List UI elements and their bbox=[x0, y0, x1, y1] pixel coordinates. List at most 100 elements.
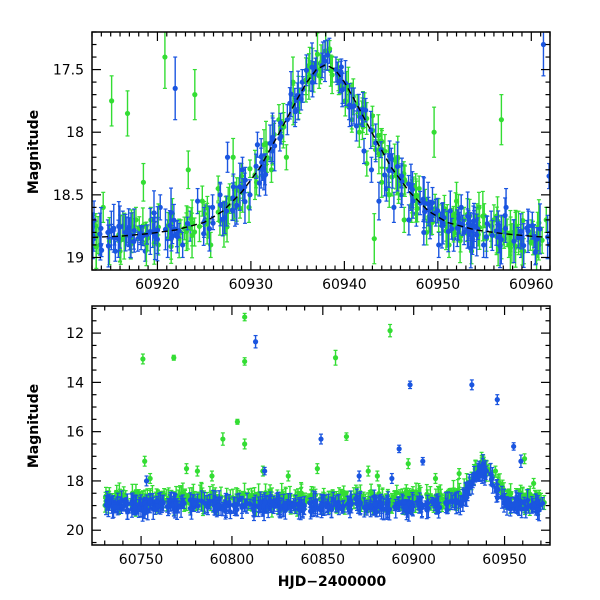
top-blue-dense-point bbox=[237, 162, 243, 211]
top-blue-dense-point-marker bbox=[515, 235, 521, 241]
top-blue-dense-point bbox=[471, 210, 477, 243]
top-blue-dense-point-marker bbox=[405, 181, 412, 187]
top-green-point bbox=[431, 106, 437, 158]
top-blue-dense-point bbox=[394, 141, 401, 192]
top-blue-dense-point-marker bbox=[111, 225, 117, 231]
top-blue-dense-point bbox=[454, 209, 460, 248]
top-green-point-marker bbox=[192, 92, 198, 98]
top-blue-dense-point-marker bbox=[174, 231, 180, 237]
top-blue-dense-point bbox=[116, 201, 122, 252]
bottom-plot-area bbox=[102, 312, 547, 522]
top-blue-dense-point bbox=[154, 217, 161, 262]
top-blue-point bbox=[254, 131, 261, 158]
top-blue-dense-point-marker bbox=[351, 103, 357, 109]
top-blue-dense-point-marker bbox=[322, 58, 328, 64]
top-blue-dense-point bbox=[537, 203, 543, 255]
bottom-green-band-point-marker bbox=[341, 489, 347, 495]
top-green-point-marker bbox=[124, 110, 131, 117]
top-blue-point-marker bbox=[376, 198, 382, 204]
top-green-point-marker bbox=[401, 217, 407, 223]
top-blue-point bbox=[391, 191, 397, 223]
bottom-green-band-point-marker bbox=[133, 489, 139, 495]
top-blue-dense-point-marker bbox=[154, 236, 161, 242]
top-green-point bbox=[185, 150, 191, 190]
top-blue-dense-point-marker bbox=[339, 87, 345, 93]
top-green-dense-point-marker bbox=[413, 194, 419, 200]
top-blue-dense-point-marker bbox=[271, 143, 278, 149]
top-blue-dense-point bbox=[258, 138, 264, 176]
top-axes: 60920 60930 60940 60950 60960 17.5 18 18.5 19 bbox=[53, 31, 554, 293]
top-blue-dense-point bbox=[124, 216, 130, 246]
top-green-dense-point bbox=[204, 202, 210, 245]
top-blue-dense-point-marker bbox=[116, 223, 122, 229]
top-y-tick-label: 18 bbox=[66, 125, 84, 141]
top-blue-dense-point bbox=[489, 219, 495, 252]
top-blue-point bbox=[247, 179, 253, 211]
top-blue-dense-point-marker bbox=[427, 216, 433, 223]
top-green-point-marker bbox=[431, 129, 437, 135]
top-blue-dense-point bbox=[223, 195, 230, 227]
top-blue-dense-point-marker bbox=[151, 210, 157, 216]
top-blue-point-marker bbox=[247, 192, 253, 198]
top-blue-dense-point-marker bbox=[171, 217, 177, 223]
top-panel: 60920 60930 60940 60950 60960 17.5 18 18.5 19 bbox=[53, 31, 554, 293]
top-green-point-marker bbox=[162, 54, 168, 60]
top-green-point bbox=[283, 144, 290, 171]
top-green-dense-point-marker bbox=[196, 223, 203, 230]
top-blue-point-marker bbox=[209, 204, 216, 210]
top-blue-dense-point bbox=[206, 205, 212, 252]
top-blue-dense-point-marker bbox=[217, 202, 223, 208]
top-blue-dense-point-marker bbox=[287, 100, 293, 106]
top-blue-dense-point bbox=[97, 212, 103, 256]
top-blue-dense-point bbox=[271, 120, 278, 172]
top-blue-point bbox=[376, 181, 382, 221]
top-green-point-marker bbox=[371, 236, 377, 242]
top-y-tick-label: 19 bbox=[66, 250, 84, 266]
top-blue-dense-point bbox=[439, 202, 445, 249]
top-green-point-marker bbox=[416, 185, 422, 192]
top-blue-dense-point-marker bbox=[303, 67, 310, 73]
top-blue-dense-point-marker bbox=[309, 64, 315, 70]
top-blue-dense-point-marker bbox=[484, 221, 490, 227]
top-blue-dense-point-marker bbox=[325, 52, 331, 58]
top-blue-dense-point-marker bbox=[147, 228, 153, 235]
top-blue-dense-point-marker bbox=[267, 140, 273, 146]
top-blue-point-marker bbox=[421, 229, 427, 236]
top-blue-point-marker bbox=[284, 117, 290, 123]
top-blue-dense-point bbox=[339, 72, 345, 108]
top-green-dense-point bbox=[413, 178, 419, 216]
top-blue-dense-point bbox=[417, 190, 423, 216]
top-green-point-marker bbox=[498, 117, 504, 123]
top-blue-point bbox=[224, 141, 231, 173]
top-green-point-marker bbox=[364, 160, 370, 167]
top-y-tick-label: 17.5 bbox=[53, 63, 84, 79]
top-green-point-marker bbox=[379, 179, 385, 185]
top-green-dense-point bbox=[196, 210, 203, 243]
top-blue-dense-point-marker bbox=[429, 199, 436, 206]
top-x-tick-label: 60930 bbox=[229, 277, 274, 293]
top-green-point bbox=[192, 68, 198, 121]
top-blue-point-marker bbox=[224, 154, 231, 160]
top-blue-point-marker bbox=[361, 148, 367, 154]
top-green-dense-point-marker bbox=[539, 237, 545, 243]
top-green-point bbox=[401, 206, 407, 234]
top-blue-dense-point-marker bbox=[534, 236, 540, 242]
top-blue-point bbox=[209, 194, 216, 221]
top-blue-point-marker bbox=[436, 242, 442, 248]
top-green-point-marker bbox=[100, 204, 106, 210]
top-blue-dense-point-marker bbox=[124, 228, 130, 234]
top-blue-dense-point bbox=[111, 203, 117, 253]
top-blue-point-marker bbox=[180, 242, 186, 248]
top-blue-dense-point-marker bbox=[398, 173, 405, 179]
top-blue-dense-point-marker bbox=[456, 220, 463, 226]
top-model-curve bbox=[92, 63, 550, 239]
top-blue-dense-point bbox=[456, 211, 463, 235]
top-blue-dense-point bbox=[519, 229, 525, 245]
top-blue-dense-point bbox=[263, 153, 269, 196]
top-green-point-marker bbox=[140, 179, 147, 185]
top-blue-dense-point-marker bbox=[184, 220, 191, 227]
bottom-blue-band-point bbox=[198, 490, 205, 512]
top-x-tick-label: 60960 bbox=[509, 277, 554, 293]
top-blue-dense-point bbox=[151, 190, 157, 236]
